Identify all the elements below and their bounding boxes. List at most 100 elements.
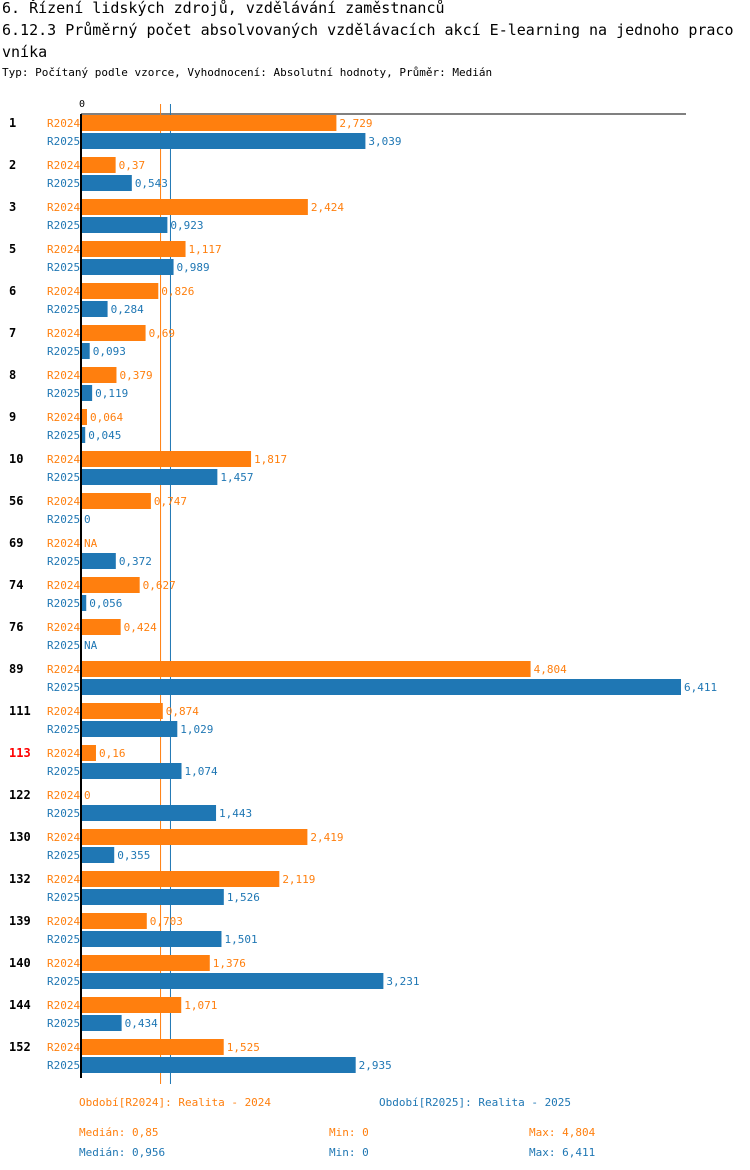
data-label: 3,039	[368, 135, 401, 148]
data-label: 2,935	[359, 1059, 392, 1072]
data-label: 1,443	[219, 807, 252, 820]
series-label: R2024	[47, 285, 80, 298]
bar-r2025	[81, 469, 218, 485]
chart-title: 6.12.3 Průměrný počet absolvovaných vzdě…	[2, 21, 734, 61]
data-label: 0,093	[93, 345, 126, 358]
data-label: 0,434	[125, 1017, 158, 1030]
series-label: R2024	[47, 117, 80, 130]
series-label: R2025	[47, 975, 80, 988]
bar-r2024	[81, 157, 116, 173]
bar-r2024	[81, 199, 308, 215]
series-label: R2024	[47, 957, 80, 970]
category-label: 10	[9, 452, 23, 466]
series-label: R2025	[47, 807, 80, 820]
bar-r2025	[81, 973, 384, 989]
series-label: R2025	[47, 345, 80, 358]
median-r2024: Medián: 0,85	[79, 1126, 159, 1139]
data-label: 0	[84, 789, 91, 802]
bar-r2025	[81, 679, 681, 695]
series-label: R2024	[47, 999, 80, 1012]
data-label: 0,355	[117, 849, 150, 862]
data-label: 0,119	[95, 387, 128, 400]
data-label: 1,457	[220, 471, 253, 484]
bar-r2024	[81, 451, 252, 467]
series-label: R2025	[47, 177, 80, 190]
series-label: R2025	[47, 303, 80, 316]
series-label: R2025	[47, 219, 80, 232]
bar-r2024	[81, 745, 96, 761]
data-label: 0,923	[170, 219, 203, 232]
data-label: NA	[84, 639, 98, 652]
series-label: R2025	[47, 387, 80, 400]
category-label: 6	[9, 284, 16, 298]
bar-r2025	[81, 847, 115, 863]
category-label: 74	[9, 578, 23, 592]
chart-subtitle: Typ: Počítaný podle vzorce, Vyhodnocení:…	[2, 66, 493, 79]
data-label: 0,543	[135, 177, 168, 190]
series-label: R2025	[47, 261, 80, 274]
bar-r2024	[81, 619, 121, 635]
series-label: R2024	[47, 915, 80, 928]
series-label: R2025	[47, 765, 80, 778]
category-label: 140	[9, 956, 31, 970]
data-label: 0,747	[154, 495, 187, 508]
series-label: R2024	[47, 495, 80, 508]
data-label: 2,424	[311, 201, 344, 214]
series-label: R2024	[47, 747, 80, 760]
category-label: 7	[9, 326, 16, 340]
category-label: 132	[9, 872, 31, 886]
section-title: 6. Řízení lidských zdrojů, vzdělávání za…	[2, 0, 445, 17]
data-label: 1,074	[185, 765, 218, 778]
data-label: 1,501	[224, 933, 257, 946]
bar-r2024	[81, 1039, 224, 1055]
bar-r2025	[81, 133, 366, 149]
bar-r2025	[81, 763, 182, 779]
max-r2024: Max: 4,804	[529, 1126, 596, 1139]
data-label: 0,703	[150, 915, 183, 928]
x-axis-zero-label: 0	[79, 99, 85, 110]
series-label: R2024	[47, 579, 80, 592]
bar-r2024	[81, 115, 337, 131]
data-label: 1,525	[227, 1041, 260, 1054]
bar-r2024	[81, 955, 210, 971]
series-label: R2024	[47, 453, 80, 466]
data-label: 1,817	[254, 453, 287, 466]
category-label: 1	[9, 116, 16, 130]
min-r2025: Min: 0	[329, 1146, 369, 1159]
data-label: 2,119	[282, 873, 315, 886]
data-label: 0,37	[119, 159, 146, 172]
legend-r2025: Období[R2025]: Realita - 2025	[379, 1096, 572, 1109]
category-label: 76	[9, 620, 23, 634]
bar-r2025	[81, 1057, 356, 1073]
data-label: NA	[84, 537, 98, 550]
category-label: 2	[9, 158, 16, 172]
category-label: 130	[9, 830, 31, 844]
series-label: R2025	[47, 723, 80, 736]
bar-r2024	[81, 577, 140, 593]
data-label: 0,056	[89, 597, 122, 610]
series-label: R2024	[47, 411, 80, 424]
series-label: R2024	[47, 663, 80, 676]
series-label: R2024	[47, 243, 80, 256]
data-label: 1,376	[213, 957, 246, 970]
data-label: 0	[84, 513, 91, 526]
bar-r2024	[81, 703, 163, 719]
bar-r2025	[81, 889, 224, 905]
data-label: 1,117	[189, 243, 222, 256]
series-label: R2025	[47, 1017, 80, 1030]
bar-r2025	[81, 175, 132, 191]
bar-r2025	[81, 721, 178, 737]
bar-r2025	[81, 595, 87, 611]
data-label: 0,372	[119, 555, 152, 568]
series-label: R2025	[47, 513, 80, 526]
data-label: 0,627	[143, 579, 176, 592]
legend-r2024: Období[R2024]: Realita - 2024	[79, 1096, 272, 1109]
bar-r2025	[81, 553, 116, 569]
category-label: 8	[9, 368, 16, 382]
data-label: 0,284	[111, 303, 144, 316]
series-label: R2024	[47, 159, 80, 172]
series-label: R2025	[47, 681, 80, 694]
category-label: 113	[9, 746, 31, 760]
series-label: R2024	[47, 201, 80, 214]
bar-r2024	[81, 283, 159, 299]
